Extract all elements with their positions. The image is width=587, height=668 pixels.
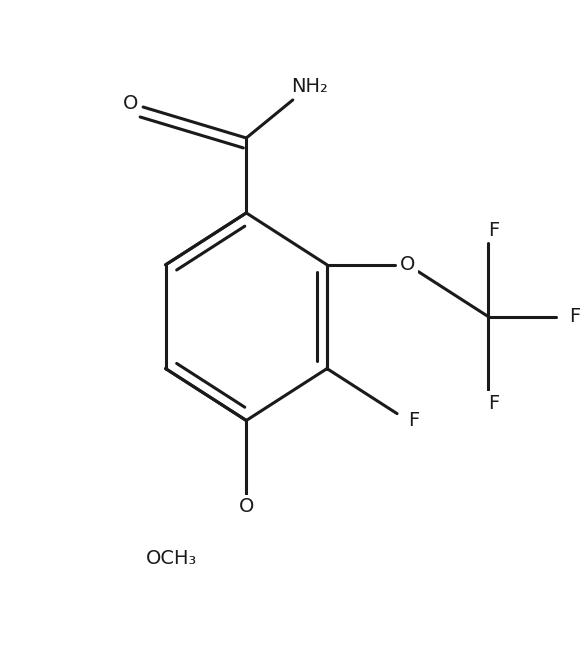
Text: F: F — [569, 307, 581, 326]
Text: O: O — [239, 498, 254, 516]
Text: O: O — [400, 255, 416, 275]
Text: F: F — [408, 411, 419, 430]
Text: F: F — [488, 220, 500, 240]
Text: F: F — [488, 393, 500, 413]
Text: NH₂: NH₂ — [291, 77, 328, 96]
Text: OCH₃: OCH₃ — [146, 549, 197, 568]
Text: O: O — [123, 94, 139, 113]
